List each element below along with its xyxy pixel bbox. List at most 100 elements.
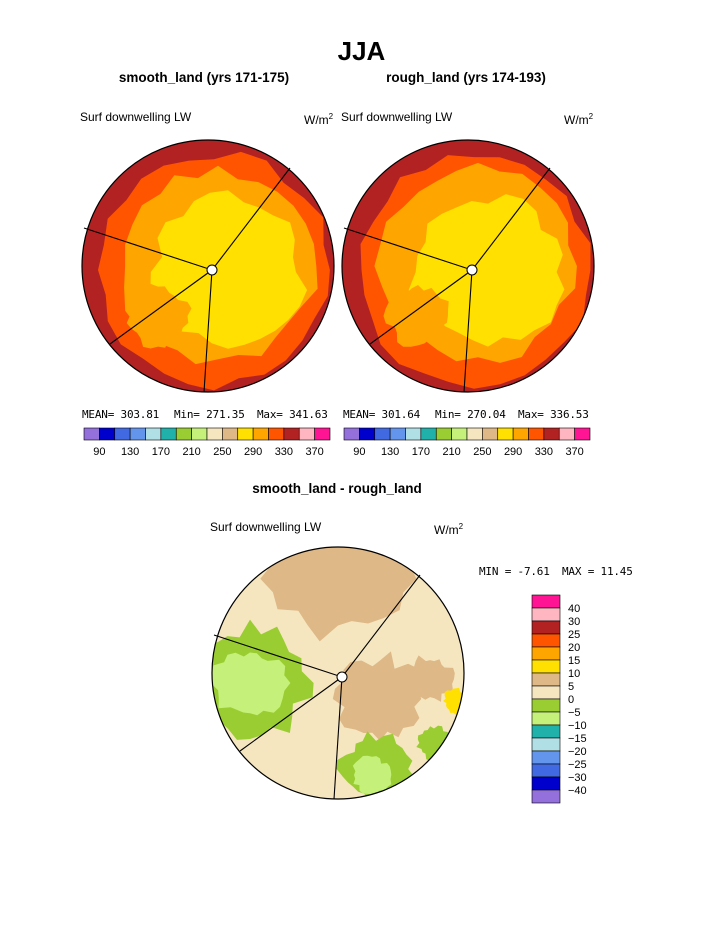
colorbar-swatch (175, 427, 192, 441)
colorbar-tick-label: 170 (152, 446, 170, 458)
colorbar-tick-label: 130 (381, 446, 399, 458)
sector-boundary-line (471, 167, 551, 271)
colorbar-swatch (145, 427, 162, 441)
panel2-min-label: Min= 270.04 (435, 408, 506, 421)
sector-boundary-line (369, 269, 473, 345)
colorbar-tick-label: 130 (121, 446, 139, 458)
sector-boundary-line (83, 227, 213, 271)
pole-marker (466, 264, 478, 276)
contour-band (406, 655, 455, 702)
panel3-max-label: MAX = 11.45 (562, 565, 633, 578)
colorbar-swatch (531, 607, 561, 622)
colorbar-tick-label: 10 (568, 668, 580, 680)
sector-boundary-line (109, 269, 213, 345)
colorbar-swatch (237, 427, 254, 441)
colorbar-swatch (531, 659, 561, 674)
contour-band (332, 651, 422, 741)
colorbar-tick-label: 0 (568, 694, 574, 706)
contour-band (426, 757, 457, 788)
colorbar-swatch (574, 427, 591, 441)
colorbar-swatch (222, 427, 239, 441)
colorbar-swatch (531, 633, 561, 648)
panel3-min-label: MIN = -7.61 (479, 565, 550, 578)
panel2-units-label: W/m2 (564, 112, 594, 127)
colorbar-swatch (531, 737, 561, 752)
colorbar-tick-label: 210 (442, 446, 460, 458)
colorbar-swatch (99, 427, 116, 441)
colorbar-swatch (359, 427, 376, 441)
colorbar-swatch (268, 427, 285, 441)
colorbar-tick-label: 210 (182, 446, 200, 458)
sector-boundary-line (211, 167, 291, 271)
panel1-max-label: Max= 341.63 (257, 408, 328, 421)
sector-boundary-line (213, 634, 343, 678)
colorbar-tick-label: 250 (473, 446, 491, 458)
sector-boundary-line (343, 227, 473, 271)
panel2-polar-map (341, 139, 595, 393)
colorbar-swatch (374, 427, 391, 441)
sector-boundary-line (239, 676, 343, 752)
colorbar-swatch (531, 750, 561, 765)
colorbar-swatch (531, 672, 561, 687)
colorbar-tick-label: −15 (568, 733, 587, 745)
colorbar-swatch (252, 427, 269, 441)
colorbar-tick-label: 90 (353, 446, 365, 458)
colorbar-tick-label: 30 (568, 616, 580, 628)
panel1-colorbar: 90 130 170 210 250 290 330 370 (83, 427, 331, 458)
colorbar-tick-label: 25 (568, 629, 580, 641)
panel2-mean-label: MEAN= 301.64 (343, 408, 421, 421)
colorbar-tick-label: 170 (412, 446, 430, 458)
contour-band (212, 652, 291, 716)
colorbar-swatch (114, 427, 131, 441)
map-outline (341, 139, 595, 393)
contour-band (126, 283, 192, 349)
colorbar-swatch (531, 646, 561, 661)
panel2-colorbar: 90 130 170 210 250 290 330 370 (343, 427, 591, 458)
colorbar-swatch (129, 427, 146, 441)
panel3-title: smooth_land - rough_land (252, 481, 422, 496)
panel3-units-label: W/m2 (434, 522, 464, 537)
colorbar-tick-label: 5 (568, 681, 574, 693)
colorbar-swatch (531, 620, 561, 635)
sector-boundary-line (203, 269, 213, 393)
colorbar-swatch (160, 427, 177, 441)
panel2-max-label: Max= 336.53 (518, 408, 589, 421)
sector-boundary-line (463, 269, 473, 393)
colorbar-tick-label: −25 (568, 759, 587, 771)
colorbar-swatch (405, 427, 422, 441)
colorbar-swatch (531, 789, 561, 804)
panel2-title: rough_land (yrs 174-193) (386, 70, 546, 85)
contour-band (212, 547, 464, 799)
sector-boundary-line (333, 676, 343, 800)
colorbar-swatch (451, 427, 468, 441)
colorbar-swatch (389, 427, 406, 441)
colorbar-swatch (420, 427, 437, 441)
colorbar-swatch (191, 427, 208, 441)
colorbar-swatch (206, 427, 223, 441)
panel2-variable-label: Surf downwelling LW (341, 110, 453, 124)
colorbar-swatch (466, 427, 483, 441)
colorbar-swatch (298, 427, 315, 441)
colorbar-tick-label: 330 (275, 446, 293, 458)
colorbar-swatch (558, 427, 575, 441)
colorbar-tick-label: −5 (568, 707, 581, 719)
pole-marker (336, 671, 348, 683)
panel1-title: smooth_land (yrs 171-175) (118, 70, 290, 85)
panel3-polar-map (211, 546, 465, 800)
colorbar-swatch (531, 724, 561, 739)
panel1-variable-label: Surf downwelling LW (80, 110, 192, 124)
panel1-polar-map (81, 139, 335, 393)
colorbar-swatch (531, 711, 561, 726)
colorbar-swatch (497, 427, 514, 441)
colorbar-tick-label: −20 (568, 746, 587, 758)
pole-marker (206, 264, 218, 276)
colorbar-tick-label: −30 (568, 772, 587, 784)
colorbar-tick-label: 90 (93, 446, 105, 458)
map-outline (211, 546, 465, 800)
colorbar-swatch (531, 698, 561, 713)
colorbar-swatch (83, 427, 100, 441)
colorbar-swatch (543, 427, 560, 441)
colorbar-tick-label: 330 (535, 446, 553, 458)
map-outline (81, 139, 335, 393)
colorbar-tick-label: 15 (568, 655, 580, 667)
